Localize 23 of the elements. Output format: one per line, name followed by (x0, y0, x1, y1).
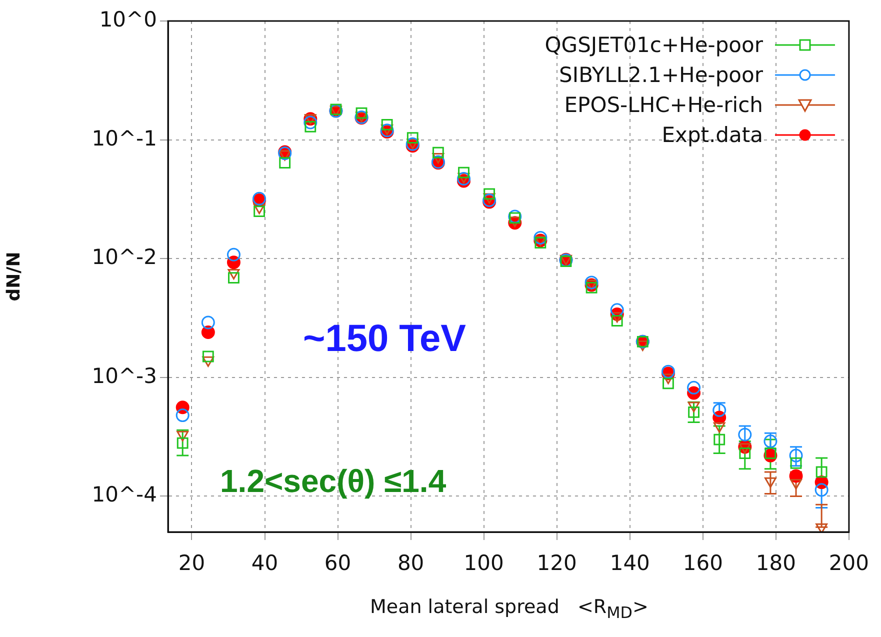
x-tick-label: 120 (536, 551, 577, 576)
x-tick-label: 200 (828, 551, 870, 576)
x-axis-title: Mean lateral spread <R$_{MD}$> (370, 596, 648, 622)
y-tick-label: 10^-1 (92, 126, 157, 150)
x-tick-label: 80 (397, 551, 424, 576)
legend-label: SIBYLL2.1+He-poor (559, 63, 763, 87)
y-tick-label: 10^0 (99, 7, 157, 32)
x-tick-label: 100 (464, 551, 504, 576)
x-tick-label: 180 (756, 551, 796, 576)
annotation: ~150 TeV (303, 318, 466, 361)
annotation: 1.2<sec(θ) ≤1.4 (220, 463, 446, 500)
legend-label: EPOS-LHC+He-rich (564, 93, 763, 117)
y-tick-label: 10^-4 (92, 482, 157, 507)
legend-label: QGSJET01c+He-poor (544, 33, 763, 57)
y-tick-label: 10^-3 (92, 364, 157, 388)
x-tick-label: 140 (610, 551, 650, 576)
y-axis-title: dN/N (3, 252, 24, 302)
x-tick-label: 60 (324, 551, 352, 576)
x-tick-label: 20 (178, 551, 206, 576)
legend-label: Expt.data (662, 123, 763, 147)
x-tick-label: 160 (682, 551, 723, 576)
y-tick-label: 10^-2 (92, 245, 157, 270)
x-tick-label: 40 (251, 551, 278, 576)
